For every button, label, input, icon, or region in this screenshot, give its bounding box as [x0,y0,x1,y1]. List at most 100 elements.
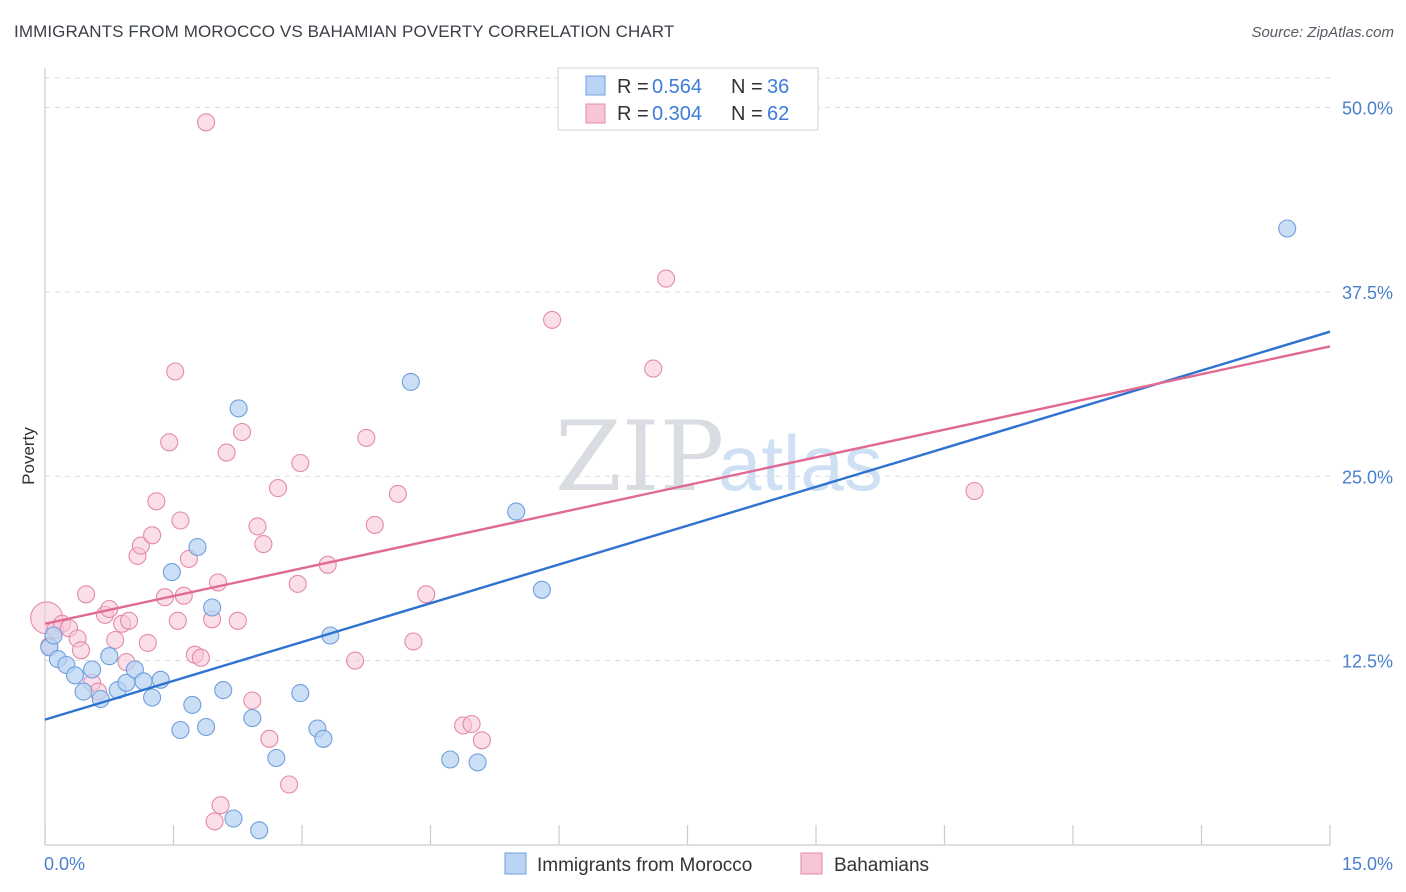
morocco-point-33 [468,753,487,772]
morocco-point-8 [100,647,119,666]
bahamians-point-37 [232,422,252,442]
legend-r-value-2: 0.304 [652,103,702,125]
watermark: ZIP atlas [555,401,883,513]
morocco-point-32 [441,750,460,769]
morocco-point-31 [401,372,420,391]
bahamians-point-25 [171,511,190,530]
x-tick-label-1: 15.0% [1342,854,1393,874]
bahamians-point-42 [268,479,288,498]
axes [44,68,1331,846]
bottom-legend-swatch-bahamians [800,852,823,875]
y-tick-label-2: 37.5% [1342,283,1393,303]
bahamians-point-58 [657,269,676,288]
bottom-legend-label-bahamians: Bahamians [834,855,929,876]
morocco-point-13 [143,688,162,707]
bahamians-point-36 [228,611,247,630]
bahamians-point-49 [365,515,384,534]
y-tick-labels: 12.5% 25.0% 37.5% 50.0% [1342,99,1393,672]
bahamians-point-41 [260,729,279,748]
bottom-legend-label-morocco: Immigrants from Morocco [537,855,752,876]
bottom-legend: Immigrants from Morocco Bahamians [504,852,929,876]
bahamians-point-55 [472,731,491,750]
bahamians-point-34 [211,796,230,815]
morocco-point-35 [532,580,551,599]
morocco-point-15 [162,563,181,582]
bahamians-point-40 [254,535,273,554]
trend-lines [44,330,1331,721]
top-legend: R = 0.564 N = 36 R = 0.304 N = 62 [557,67,819,131]
morocco-point-27 [291,684,310,703]
bahamians-point-57 [644,359,663,378]
morocco-point-4 [65,666,85,685]
bahamians-point-44 [288,574,307,593]
x-tick-labels: 0.0% 15.0% [44,854,1393,874]
chart-source: Source: ZipAtlas.com [1251,24,1394,41]
bahamians-point-45 [291,453,310,473]
legend-n-label-2: N = [731,103,763,125]
morocco-point-1 [44,626,63,645]
grid-lines [45,77,1330,662]
bahamians-point-38 [243,691,262,710]
watermark-atlas: atlas [718,419,883,507]
legend-swatch-pink [585,103,606,124]
morocco-point-23 [229,399,248,418]
bahamians-point-24 [168,611,187,630]
bahamians-point-23 [166,362,185,381]
legend-r-value-1: 0.564 [652,76,702,98]
morocco-point-34 [507,502,526,521]
bahamians-point-56 [543,310,562,329]
legend-n-value-2: 62 [767,103,789,125]
morocco-point-24 [243,709,262,728]
bahamians-point-7 [77,585,96,604]
y-axis-label: Poverty [19,427,38,485]
bahamians-point-18 [138,633,157,652]
morocco-point-22 [224,809,243,828]
bahamians-point-35 [217,443,236,462]
bahamians-point-47 [346,651,365,670]
bahamians-point-17 [131,536,150,555]
morocco-point-17 [183,695,202,714]
bahamians-point-54 [462,714,481,734]
bahamians-point-29 [191,648,210,667]
bahamians-point-19 [143,526,162,545]
chart-title: IMMIGRANTS FROM MOROCCO VS BAHAMIAN POVE… [14,22,675,41]
morocco-point-19 [197,717,216,737]
morocco-point-5 [74,682,93,701]
x-tick-label-0: 0.0% [44,854,85,874]
y-tick-label-3: 50.0% [1342,99,1393,119]
bahamians-point-43 [280,775,299,794]
bahamians-point-30 [197,113,216,132]
bahamians-point-51 [404,632,423,651]
y-tick-label-0: 12.5% [1342,652,1393,672]
legend-n-value-1: 36 [767,76,789,98]
bahamians-point-12 [106,630,125,650]
legend-r-label-1: R = [617,76,649,98]
legend-n-label-1: N = [731,76,763,98]
bahamians-point-15 [119,611,139,630]
morocco-point-26 [267,748,286,768]
morocco-point-6 [83,660,102,679]
morocco-point-16 [171,720,190,740]
bahamians-point-32 [205,812,224,831]
bahamians-point-50 [388,484,407,503]
legend-swatch-blue [585,75,606,96]
morocco-point-36 [1278,219,1297,238]
bahamians-point-48 [357,428,376,447]
bottom-legend-swatch-morocco [504,852,527,875]
bahamians-point-20 [147,492,166,511]
legend-r-label-2: R = [617,103,649,125]
bahamians-point-39 [248,517,267,536]
morocco-trend-line [44,330,1331,721]
morocco-point-21 [214,681,233,700]
morocco-point-29 [314,729,333,748]
bahamians-trend-line [44,345,1331,625]
morocco-point-18 [188,537,207,557]
y-tick-label-1: 25.0% [1342,467,1393,487]
morocco-point-20 [203,598,222,617]
bahamians-point-52 [417,585,436,604]
bahamians-point-22 [160,433,179,452]
morocco-point-25 [250,821,269,840]
bahamians-point-59 [965,481,984,501]
bahamians-point-6 [71,641,91,660]
